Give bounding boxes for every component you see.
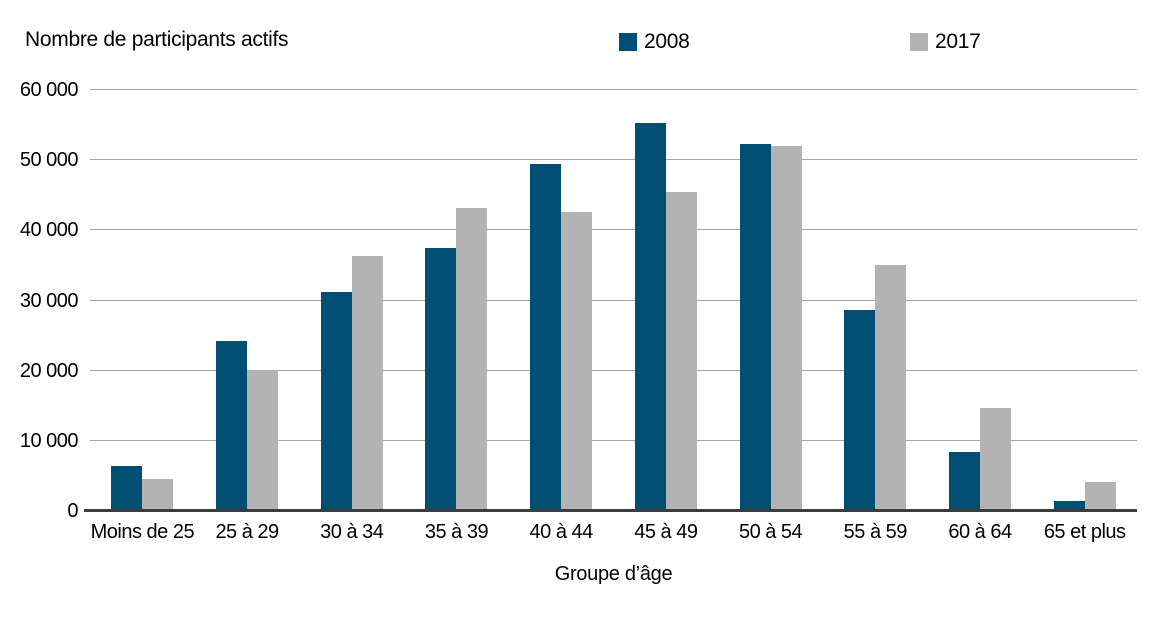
legend-label-2017: 2017	[935, 30, 981, 53]
x-axis-line	[84, 509, 1137, 512]
bar-2008-group-7	[844, 309, 876, 511]
chart-title: Nombre de participants actifs	[25, 28, 289, 51]
plot-area	[84, 89, 1137, 512]
bar-group-0	[90, 90, 195, 511]
x-tick-label-2: 30 à 34	[320, 521, 384, 543]
y-tick-label-20000: 20 000	[19, 359, 79, 382]
bar-group-7	[823, 90, 928, 511]
bar-2008-group-8	[948, 452, 980, 511]
y-axis-labels: 0 10 000 20 000 30 000 40 000 50 000 60 000	[0, 80, 79, 521]
x-tick-label-9: 65 et plus	[1043, 521, 1126, 543]
bar-2017-group-9	[1084, 481, 1116, 511]
y-tick-label-50000: 50 000	[19, 149, 79, 172]
x-tick-label-7: 55 à 59	[843, 521, 908, 543]
bar-2008-group-5	[634, 122, 666, 511]
x-axis-title: Groupe d’âge	[554, 563, 673, 585]
gridline-20000	[90, 369, 1137, 371]
y-tick-label-60000: 60 000	[19, 79, 79, 101]
bar-group-4	[509, 90, 614, 511]
bar-group-1	[195, 90, 300, 511]
x-tick-label-1: 25 à 29	[215, 521, 279, 543]
bar-2008-group-2	[320, 292, 352, 511]
gridline-50000	[90, 159, 1137, 161]
bar-2017-group-6	[770, 146, 802, 511]
bar-2008-group-9	[1053, 501, 1085, 511]
x-tick-label-0: Moins de 25	[90, 521, 195, 543]
y-tick-label-0: 0	[67, 500, 78, 522]
bar-2008-group-0	[111, 466, 143, 511]
bar-2017-group-2	[351, 256, 383, 511]
bar-2008-group-6	[739, 144, 771, 511]
bar-2017-group-0	[142, 479, 174, 511]
bar-2017-group-7	[875, 264, 907, 511]
bar-2017-group-1	[247, 369, 279, 511]
y-tick-label-10000: 10 000	[19, 429, 79, 452]
y-tick-label-30000: 30 000	[19, 289, 79, 312]
bar-group-6	[718, 90, 823, 511]
bar-2008-group-1	[216, 341, 248, 511]
gridline-60000	[90, 89, 1137, 90]
bar-group-2	[299, 90, 404, 511]
bar-group-3	[404, 90, 509, 511]
x-tick-label-5: 45 à 49	[634, 521, 698, 543]
gridline-40000	[90, 229, 1137, 231]
bar-2017-group-8	[979, 407, 1011, 511]
bar-groups	[90, 90, 1137, 511]
x-tick-label-3: 35 à 39	[424, 521, 489, 543]
x-axis-labels: Moins de 25 25 à 29 30 à 34 35 à 39 40 à 44 4…	[90, 521, 1137, 543]
y-tick-label-40000: 40 000	[19, 219, 79, 242]
bar-group-8	[928, 90, 1033, 511]
gridline-10000	[90, 439, 1137, 441]
bar-group-5	[614, 90, 719, 511]
bar-2008-group-4	[530, 163, 562, 511]
x-tick-label-4: 40 à 44	[529, 521, 594, 543]
bar-2008-group-3	[425, 247, 457, 511]
x-tick-label-6: 50 à 54	[738, 521, 803, 543]
x-tick-label-8: 60 à 64	[948, 521, 1012, 543]
bar-2017-group-3	[456, 207, 488, 511]
bar-group-9	[1032, 90, 1137, 511]
legend-item-2017: 2017	[910, 30, 981, 54]
bar-2017-group-4	[561, 212, 593, 511]
legend-swatch-2017	[910, 33, 928, 51]
legend-item-2008: 2008	[619, 30, 690, 54]
gridline-30000	[90, 299, 1137, 301]
legend-swatch-2008	[619, 33, 637, 51]
legend-label-2008: 2008	[644, 30, 690, 53]
bar-2017-group-5	[665, 192, 697, 511]
